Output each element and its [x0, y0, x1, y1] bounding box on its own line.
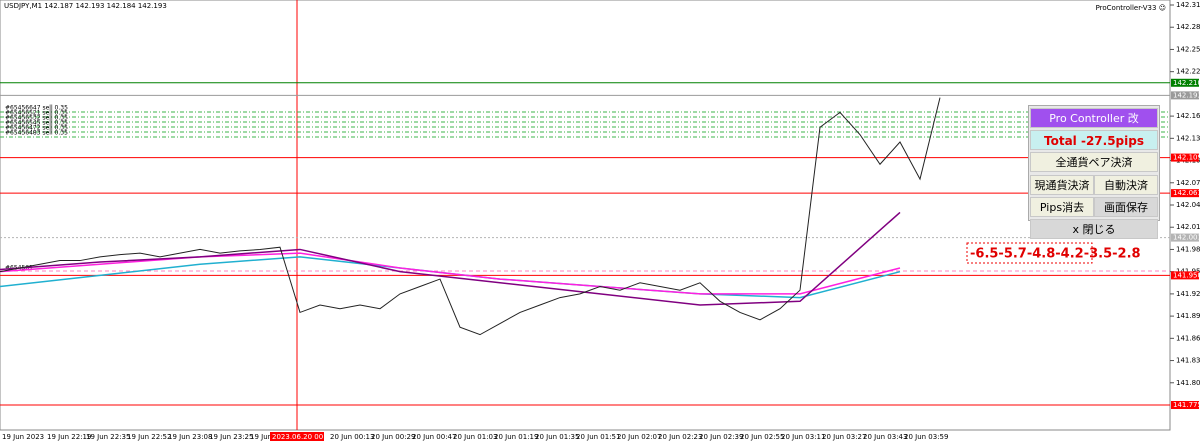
- price-label: 142.255: [1176, 45, 1200, 53]
- time-label: 20 Jun 02:23: [658, 433, 702, 441]
- level-label: 141.950: [1173, 271, 1200, 279]
- time-label: 20 Jun 03:43: [863, 433, 907, 441]
- time-label: 20 Jun 03:59: [904, 433, 948, 441]
- price-label: 141.835: [1176, 357, 1200, 365]
- time-label: 19 Jun 2: [250, 433, 279, 441]
- price-label: 142.045: [1176, 201, 1200, 209]
- time-label: 20 Jun 01:51: [576, 433, 620, 441]
- price-line: [0, 97, 941, 336]
- time-label: 19 Jun 23:08: [168, 433, 212, 441]
- order-label: #65456472 sell 0.35: [5, 125, 68, 132]
- level-tag: [1171, 189, 1199, 198]
- time-label: 19 Jun 23:25: [209, 433, 253, 441]
- level-label: 142.193: [1173, 91, 1200, 99]
- button[interactable]: 現通貨決済: [1030, 175, 1094, 195]
- level-label: 142.210: [1173, 79, 1200, 87]
- price-label: 142.165: [1176, 112, 1200, 120]
- level-label: 142.061: [1173, 189, 1200, 197]
- order-label: #65456483 sell 0.35: [5, 130, 68, 137]
- button[interactable]: 全通貨ペア決済: [1030, 152, 1158, 172]
- price-label: 142.075: [1176, 179, 1200, 187]
- price-label: 142.015: [1176, 223, 1200, 231]
- time-label: 20 Jun 01:35: [535, 433, 579, 441]
- time-label: 20 Jun 00:47: [412, 433, 456, 441]
- time-label: 19 Jun 2023: [2, 433, 44, 441]
- price-label: 141.895: [1176, 312, 1200, 320]
- button[interactable]: 画面保存: [1094, 197, 1158, 217]
- level-tag: [1171, 271, 1199, 280]
- time-label: 20 Jun 02:39: [699, 433, 743, 441]
- order-label: #65456545 sell 0.35: [5, 120, 68, 127]
- time-label: 20 Jun 03:11: [781, 433, 825, 441]
- price-label: 141.865: [1176, 334, 1200, 342]
- button[interactable]: 自動決済: [1094, 175, 1158, 195]
- pips-label: -6.5-5.7-4.8-4.2-3.5-2.8: [970, 247, 1141, 262]
- level-label: 141.775: [1173, 401, 1200, 409]
- time-label: 20 Jun 00:29: [371, 433, 415, 441]
- price-line: [0, 211, 901, 306]
- order-label: #65456521 sell 0.35: [5, 110, 68, 117]
- price-label: 141.925: [1176, 290, 1200, 298]
- time-label: 19 Jun 22:35: [86, 433, 130, 441]
- total-pips: Total -27.5pips: [1030, 130, 1158, 150]
- level-tag: [1171, 78, 1199, 87]
- price-label: 142.285: [1176, 23, 1200, 31]
- control-panel: Pro Controller 改 Total -27.5pips 全通貨ペア決済…: [1028, 105, 1160, 239]
- panel-title: Pro Controller 改: [1030, 108, 1158, 128]
- button[interactable]: Pips消去: [1030, 197, 1094, 217]
- time-label: 20 Jun 02:55: [740, 433, 784, 441]
- button[interactable]: x 閉じる: [1030, 219, 1158, 239]
- symbol-info: USDJPY,M1 142.187 142.193 142.184 142.19…: [4, 2, 167, 10]
- price-label: 141.805: [1176, 379, 1200, 387]
- time-label: 19 Jun 22:19: [47, 433, 91, 441]
- time-label: 20 Jun 03:27: [822, 433, 866, 441]
- ea-name: ProController-V33 ☺: [1096, 4, 1166, 12]
- level-tag: [1171, 91, 1199, 100]
- price-label: 142.315: [1176, 1, 1200, 9]
- level-tag: [1171, 401, 1199, 409]
- time-label: 2023.06.20 00:00: [272, 433, 334, 441]
- level-label: 142.001: [1173, 234, 1200, 242]
- time-label: 19 Jun 22:52: [127, 433, 171, 441]
- price-label: 141.985: [1176, 245, 1200, 253]
- time-label: 20 Jun 00:13: [330, 433, 374, 441]
- time-label: 20 Jun 01:19: [494, 433, 538, 441]
- price-line: [0, 252, 901, 295]
- price-label: 142.135: [1176, 134, 1200, 142]
- order-label: #65456532 sell 0.35: [5, 115, 68, 122]
- price-label: 142.225: [1176, 68, 1200, 76]
- time-highlight: [270, 432, 324, 441]
- plot-frame: [0, 0, 1171, 431]
- level-label: 142.109: [1173, 154, 1200, 162]
- time-label: 20 Jun 02:07: [617, 433, 661, 441]
- level-tag: [1171, 153, 1199, 162]
- order-label: #65456647 sell 0.35: [5, 105, 68, 112]
- pips-box: [966, 242, 1093, 264]
- level-tag: [1171, 233, 1199, 242]
- time-label: 20 Jun 01:03: [453, 433, 497, 441]
